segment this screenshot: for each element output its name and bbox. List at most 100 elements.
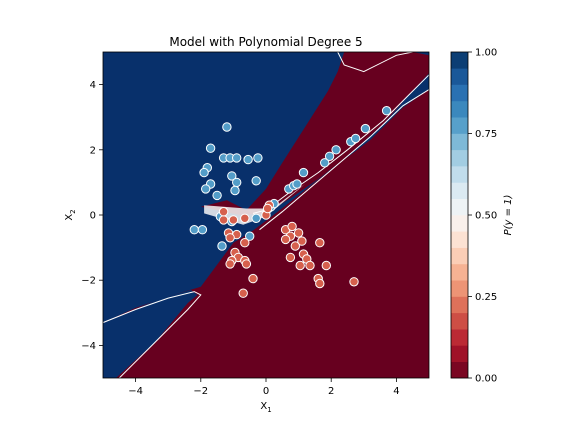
point-class0 <box>290 241 300 251</box>
decision-boundary-1 <box>103 291 202 378</box>
colorbar-level <box>451 296 468 314</box>
point-class1 <box>232 177 242 188</box>
colorbar-tick-label: 1.00 <box>475 48 497 59</box>
point-class0 <box>349 277 359 287</box>
colorbar-levels <box>451 52 468 379</box>
chart-title: Model with Polynomial Degree 5 <box>169 35 362 49</box>
x-tick-label: 2 <box>328 386 334 397</box>
colorbar-level <box>451 84 468 102</box>
point-class1 <box>199 167 209 178</box>
colorbar-level <box>451 280 468 297</box>
point-class0 <box>305 260 315 271</box>
point-class1 <box>222 122 232 132</box>
x-axis-label-main: X <box>260 401 267 412</box>
point-class1 <box>253 153 263 163</box>
decision-boundary-2 <box>337 52 413 73</box>
surface-class0-band <box>200 52 429 215</box>
y-tick-label: −2 <box>81 276 96 287</box>
plot-area <box>102 51 430 379</box>
colorbar-ticks: 0.00 0.25 0.50 0.75 1.00 <box>468 48 497 385</box>
point-class0 <box>241 259 252 269</box>
point-class1 <box>227 171 237 181</box>
colorbar-level <box>451 149 468 167</box>
point-class0 <box>248 273 258 284</box>
point-class1 <box>251 213 261 224</box>
y-axis-label-main: X <box>64 214 75 221</box>
surface-class1-wedge <box>103 290 198 378</box>
colorbar-level <box>451 68 468 85</box>
point-class0 <box>315 278 325 289</box>
point-class1 <box>197 225 208 235</box>
colorbar-level <box>451 345 468 362</box>
x-tick-label: 0 <box>263 386 269 397</box>
colorbar-level <box>451 329 468 346</box>
y-axis-label: X2 <box>64 209 77 220</box>
point-class1 <box>212 190 222 201</box>
point-class1 <box>350 133 361 144</box>
colorbar-tick-label: 0.25 <box>475 292 497 303</box>
colorbar-tick-label: 0.75 <box>475 129 497 140</box>
point-class1 <box>360 123 371 134</box>
y-tick-label: 4 <box>90 80 96 91</box>
colorbar-level <box>451 133 468 151</box>
point-class1 <box>217 241 227 251</box>
colorbar-tick-label: 0.50 <box>475 211 497 222</box>
colorbar-level <box>451 361 468 379</box>
point-class1 <box>298 167 309 178</box>
point-class0 <box>240 213 250 224</box>
point-class1 <box>232 153 242 163</box>
point-class0 <box>225 233 235 243</box>
point-class1 <box>245 231 255 241</box>
point-class0 <box>218 215 229 225</box>
colorbar-level <box>451 52 468 69</box>
colorbar: 0.00 0.25 0.50 0.75 1.00 P(y = 1) <box>450 48 514 385</box>
point-class1 <box>324 151 335 162</box>
point-class0 <box>287 221 297 232</box>
x-tick-label: −4 <box>128 386 143 397</box>
surface-transition <box>204 184 306 225</box>
point-class0 <box>297 236 307 246</box>
point-class0 <box>315 238 325 248</box>
point-class0 <box>238 288 248 298</box>
colorbar-label: P(y = 1) <box>503 195 514 236</box>
x-axis: −4 −2 0 2 4 <box>128 378 400 397</box>
point-class1 <box>331 145 341 155</box>
point-class0 <box>228 215 239 225</box>
scatter-points <box>189 106 392 298</box>
point-class1 <box>320 158 330 168</box>
point-class0 <box>285 252 296 263</box>
point-class0 <box>295 260 305 271</box>
point-class1 <box>201 184 211 194</box>
point-class1 <box>230 185 240 196</box>
colorbar-level <box>451 215 468 232</box>
point-class1 <box>251 176 261 186</box>
point-class1 <box>189 225 200 235</box>
point-class1 <box>205 143 216 153</box>
colorbar-level <box>451 182 468 199</box>
point-class1 <box>292 179 302 189</box>
point-class0 <box>240 238 250 248</box>
y-tick-label: 0 <box>90 211 96 222</box>
colorbar-level <box>451 100 468 118</box>
point-class0 <box>280 234 291 245</box>
point-class0 <box>262 203 273 214</box>
x-axis-label: X1 <box>260 401 271 414</box>
y-axis-label-sub: 2 <box>69 209 77 213</box>
point-class0 <box>225 259 235 269</box>
y-tick-label: 2 <box>90 145 96 156</box>
colorbar-level <box>451 231 468 248</box>
x-tick-label: −2 <box>193 386 208 397</box>
colorbar-level <box>451 198 468 216</box>
colorbar-level <box>451 166 468 183</box>
point-class0 <box>218 207 229 217</box>
y-tick-label: −4 <box>81 341 96 352</box>
point-class1 <box>243 154 253 165</box>
y-axis: −4 −2 0 2 4 <box>81 80 103 352</box>
colorbar-level <box>451 263 468 281</box>
colorbar-tick-label: 0.00 <box>475 374 497 385</box>
colorbar-level <box>451 312 468 330</box>
point-class0 <box>293 228 304 238</box>
colorbar-level <box>451 117 468 134</box>
point-class0 <box>321 260 331 271</box>
